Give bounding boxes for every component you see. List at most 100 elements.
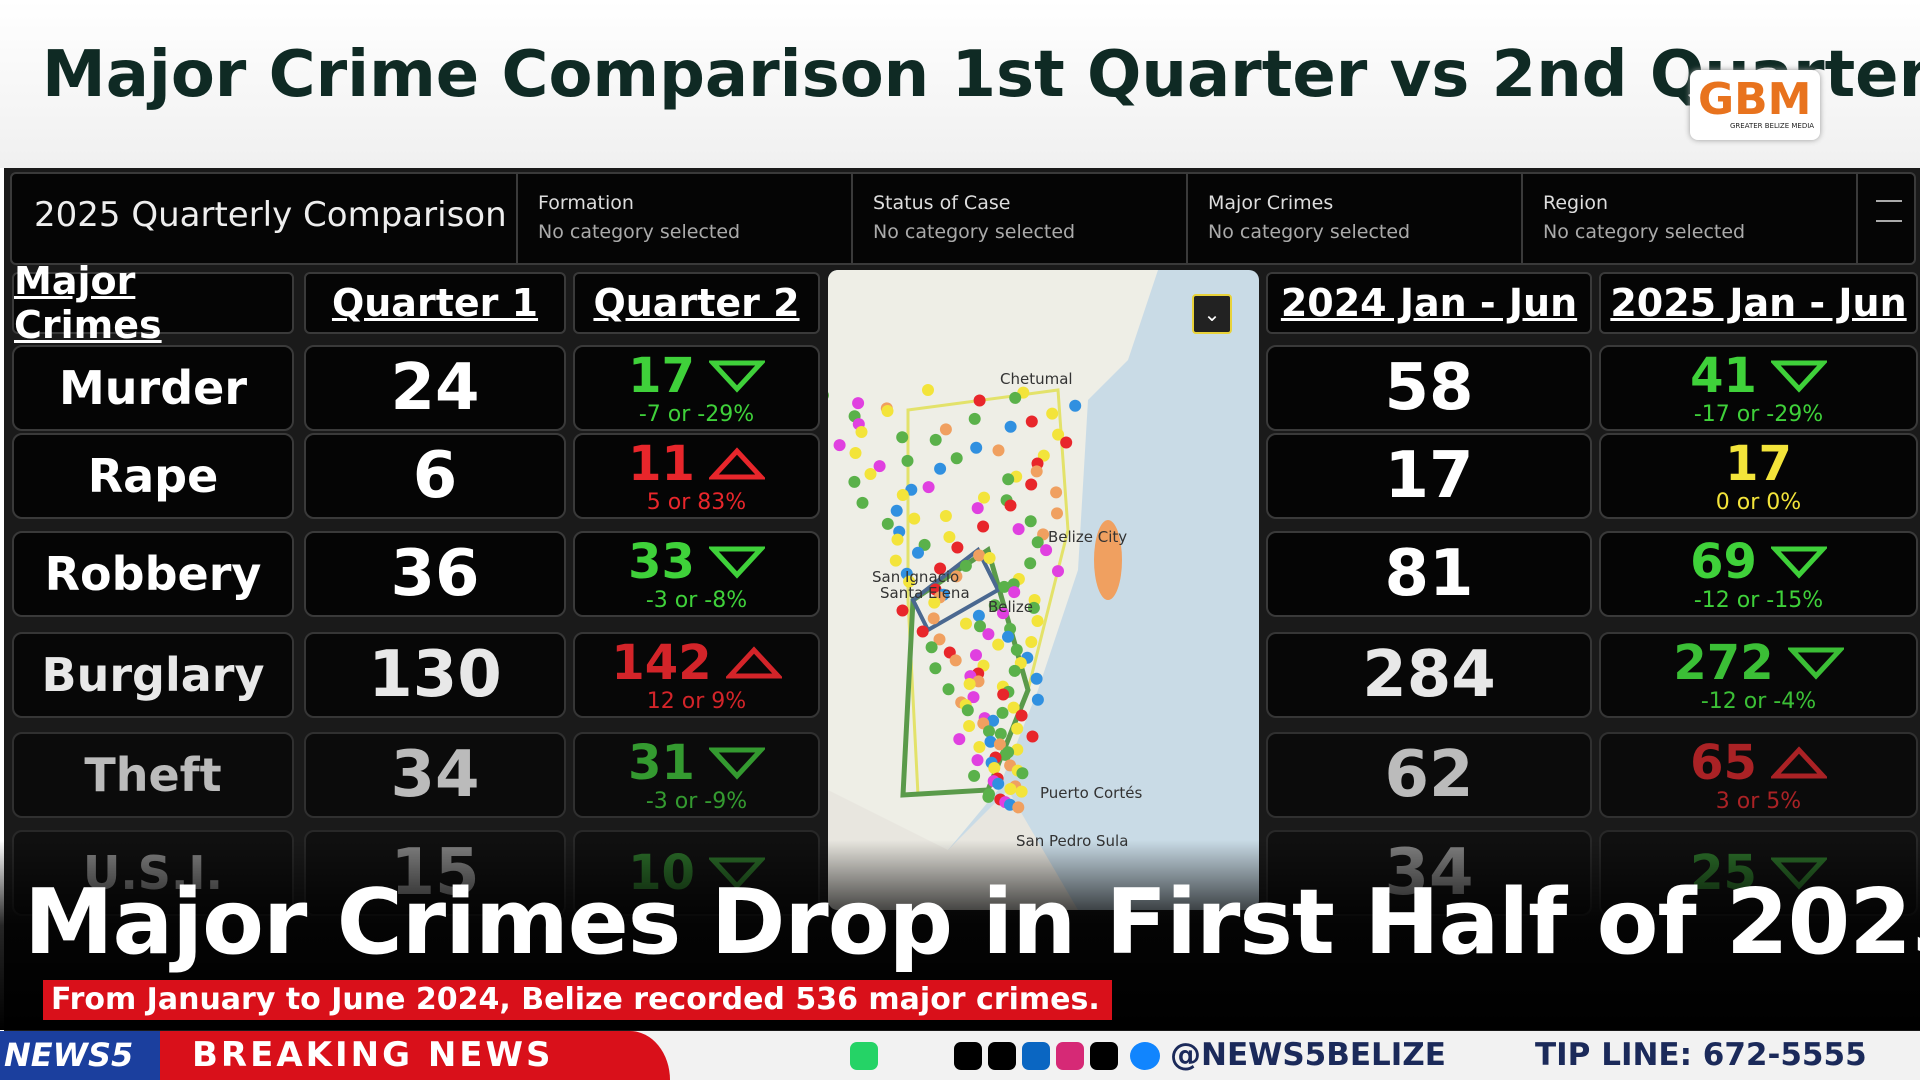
incident-dot (864, 468, 877, 480)
filter-label: Formation (538, 192, 634, 214)
change-value: 65 (1690, 734, 1757, 791)
headline: Major Crimes Drop in First Half of 2025 (24, 870, 1920, 975)
incident-dot (896, 489, 909, 501)
incident-dot (881, 405, 894, 417)
incident-dot (927, 612, 940, 625)
change-cell: 11 5 or 83% (573, 433, 820, 519)
social-icon (954, 1042, 982, 1070)
incident-dot (987, 714, 1000, 727)
change-cell: 272 -12 or -4% (1599, 632, 1918, 718)
change-cell: 41 -17 or -29% (1599, 345, 1918, 431)
change-value: 17 (1725, 435, 1792, 492)
collapse-button[interactable]: ⌄ (1192, 294, 1232, 334)
incident-dot (873, 460, 886, 473)
social-icon (1090, 1042, 1118, 1070)
brand: NEWS5 (0, 1031, 160, 1080)
incident-dot (1011, 743, 1024, 756)
incident-dot (891, 533, 904, 546)
incident-dot (922, 384, 934, 396)
incident-dot (912, 546, 924, 559)
district-border (910, 546, 1001, 633)
filter-heading: 2025 Quarterly Comparison (34, 195, 507, 235)
incident-dot (1030, 672, 1043, 685)
incident-dot (928, 596, 941, 609)
change-cell: 31 -3 or -9% (573, 732, 820, 818)
filter-bar (10, 172, 1916, 265)
count-value: 284 (1362, 638, 1496, 712)
arrow-shape (1770, 360, 1827, 393)
incident-dot (1015, 785, 1028, 798)
incident-dot (848, 475, 861, 488)
logo: GBM GREATER BELIZE MEDIA (1690, 70, 1820, 140)
incident-dot (1016, 767, 1029, 780)
incident-dot (973, 741, 986, 753)
incident-dot (1052, 565, 1064, 578)
map-label: Chetumal (1000, 370, 1073, 388)
incident-dot (833, 439, 846, 452)
count-value: 62 (1384, 738, 1474, 812)
arrow-shape (708, 747, 765, 780)
count-value: 36 (390, 537, 480, 611)
incident-dot (903, 575, 916, 588)
incident-dot (953, 733, 966, 746)
incident-dot (982, 790, 995, 803)
incident-dot (1069, 399, 1082, 412)
incident-dots (828, 384, 1082, 814)
incident-dot (856, 496, 869, 509)
column-header: 2024 Jan - Jun (1266, 272, 1592, 334)
title-band (0, 0, 1920, 168)
incident-dot (901, 454, 914, 467)
count-cell: 130 (304, 632, 566, 718)
incident-dot (896, 604, 909, 617)
incident-dot (929, 433, 942, 446)
change-value: 142 (611, 634, 712, 691)
filter-value: No category selected (538, 221, 741, 243)
change-detail: -3 or -8% (645, 587, 748, 613)
incident-dot (1015, 709, 1028, 722)
change-cell: 142 12 or 9% (573, 632, 820, 718)
change-line: 41 (1690, 350, 1827, 402)
incident-dot (968, 769, 981, 782)
filter-divider (516, 174, 518, 263)
incident-dot (963, 678, 976, 690)
count-value: 24 (390, 351, 480, 425)
incident-dot (996, 706, 1009, 719)
incident-dot (968, 412, 981, 425)
change-line: 142 (611, 634, 782, 691)
change-line: 33 (628, 536, 765, 588)
incident-dot (1010, 643, 1023, 656)
incident-dot (1004, 783, 1017, 795)
incident-dot (972, 609, 985, 622)
incident-dot (1026, 730, 1039, 743)
change-cell: 65 3 or 5% (1599, 732, 1918, 818)
menu-icon[interactable] (1876, 200, 1902, 222)
arrow-shape (708, 446, 765, 479)
incident-dot (992, 777, 1005, 790)
change-line: 69 (1690, 536, 1827, 588)
filter-value: No category selected (1208, 221, 1411, 243)
incident-dot (959, 559, 972, 572)
crime-cell: Rape (12, 433, 294, 519)
incident-dot (1031, 693, 1044, 706)
count-cell: 81 (1266, 531, 1592, 617)
incident-dot (997, 688, 1010, 701)
incident-dot (1051, 507, 1063, 520)
change-cell: 17 -7 or -29% (573, 345, 820, 431)
trend-arrow (1770, 360, 1827, 393)
logo-subtext: GREATER BELIZE MEDIA (1730, 122, 1815, 130)
incident-dot (828, 391, 829, 399)
incident-dot (961, 704, 974, 717)
map-label: Santa Elena (880, 584, 970, 602)
crime-cell: Murder (12, 345, 294, 431)
filter-label: Status of Case (873, 192, 1011, 214)
crime-name: Murder (58, 361, 248, 415)
incident-dot (973, 549, 986, 562)
crime-cell: Theft (12, 732, 294, 818)
count-value: 6 (412, 439, 458, 513)
incident-dot (992, 444, 1005, 457)
incident-dot (939, 423, 952, 436)
count-cell: 36 (304, 531, 566, 617)
incident-dot (1024, 515, 1037, 528)
change-cell: 33 -3 or -8% (573, 531, 820, 617)
change-line: 65 (1690, 737, 1827, 789)
